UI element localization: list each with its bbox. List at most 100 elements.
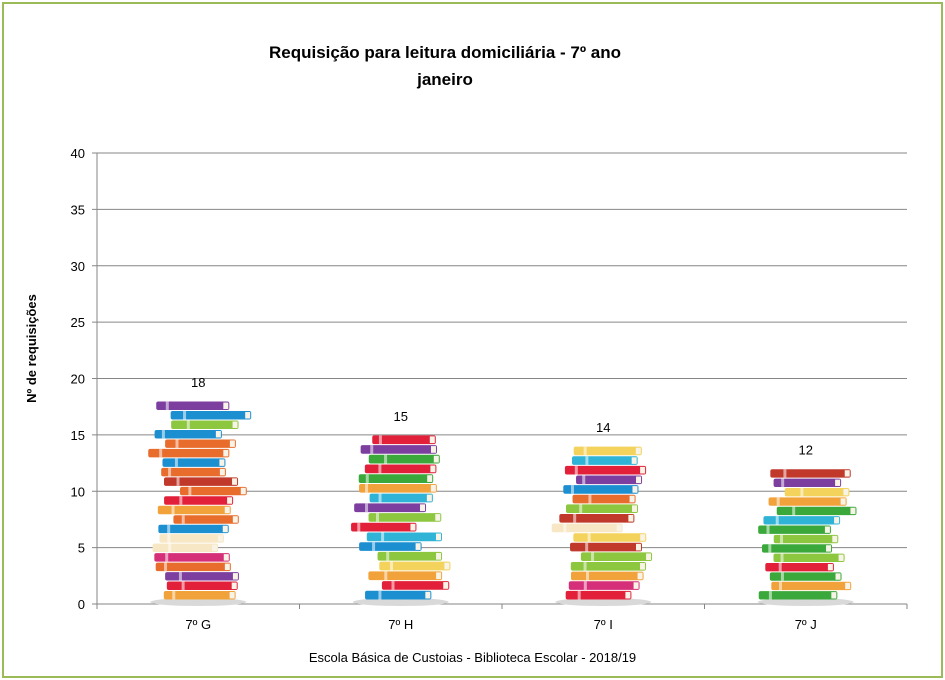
book (563, 485, 639, 494)
book-stripe (781, 478, 785, 487)
book-stripe (800, 487, 804, 497)
book-stripe (583, 446, 587, 456)
book (156, 401, 230, 411)
book-pages (232, 421, 238, 428)
book-pages (436, 552, 442, 560)
book-pages (635, 543, 641, 551)
bar (351, 435, 451, 606)
book (372, 435, 436, 445)
book-stripe (766, 525, 770, 534)
x-tick-label: 7º I (594, 617, 613, 632)
book (369, 493, 433, 503)
book (360, 445, 437, 454)
book (565, 504, 639, 513)
book-pages (433, 455, 439, 463)
x-tick-label: 7º J (795, 617, 817, 632)
book-pages (430, 446, 436, 453)
book-pages (227, 497, 233, 504)
book-stripe (176, 477, 180, 486)
book (173, 515, 239, 524)
y-tick-label: 40 (71, 146, 85, 161)
bar-shadow (555, 598, 652, 606)
book-pages (223, 449, 229, 457)
book-stripe (389, 561, 393, 571)
book (784, 487, 850, 497)
book-pages (835, 479, 841, 486)
book (765, 562, 834, 572)
y-tick-label: 25 (71, 315, 85, 330)
book (568, 581, 640, 590)
y-tick-label: 10 (71, 484, 85, 499)
data-label: 15 (394, 409, 408, 424)
book-pages (845, 582, 851, 590)
book-stripe (585, 542, 589, 552)
book (768, 497, 847, 506)
bar-shadow (150, 598, 247, 606)
book-stripe (167, 524, 171, 534)
book-pages (616, 524, 622, 532)
book-stripe (588, 494, 592, 504)
book (351, 522, 417, 532)
book-stripe (573, 513, 577, 523)
book-stripe (175, 439, 179, 448)
book-stripe (161, 429, 165, 439)
book (166, 581, 238, 591)
book-stripe (582, 475, 586, 485)
book (758, 591, 838, 600)
book-pages (646, 553, 652, 561)
book-pages (229, 592, 235, 599)
book (366, 532, 442, 542)
book-stripe (370, 445, 374, 454)
book (773, 534, 839, 544)
book-stripe (768, 591, 772, 600)
y-tick-label: 0 (78, 597, 85, 612)
book-stripe (168, 467, 172, 477)
book-pages (429, 436, 435, 444)
book-pages (443, 582, 449, 589)
book-pages (245, 412, 251, 419)
book-stripe (384, 571, 388, 581)
book-stripe (378, 464, 382, 474)
book (148, 448, 230, 458)
book-pages (637, 572, 643, 580)
bar (757, 469, 857, 606)
book (773, 553, 845, 562)
book-pages (436, 572, 442, 580)
book-stripe (378, 435, 382, 445)
book-stripe (768, 544, 772, 553)
y-tick-label: 35 (71, 202, 85, 217)
book-stripe (776, 497, 780, 506)
chart-subtitle: janeiro (417, 70, 473, 89)
book (164, 496, 234, 505)
book-pages (223, 402, 229, 410)
book (152, 543, 219, 553)
book-stripe (381, 532, 385, 542)
book-pages (631, 457, 637, 464)
book (161, 467, 226, 477)
book-stripe (183, 411, 187, 420)
book-stripe (783, 469, 787, 478)
book-stripe (378, 493, 382, 503)
book (159, 534, 224, 543)
book-pages (629, 495, 635, 503)
book-pages (229, 440, 235, 447)
y-tick-label: 5 (78, 541, 85, 556)
book (576, 475, 643, 485)
book-pages (427, 475, 433, 482)
book (551, 523, 623, 533)
book-pages (224, 563, 230, 571)
book-pages (838, 554, 844, 561)
book-stripe (778, 581, 782, 591)
book-stripe (174, 458, 178, 467)
book (758, 525, 831, 534)
book (769, 572, 842, 581)
book-stripe (778, 562, 782, 572)
book-pages (827, 563, 833, 571)
book-stripe (583, 581, 587, 590)
book-pages (834, 517, 840, 524)
book (158, 524, 229, 534)
book-stripe (792, 506, 796, 516)
book (359, 483, 437, 493)
book-pages (420, 504, 426, 512)
book-stripe (780, 534, 784, 544)
